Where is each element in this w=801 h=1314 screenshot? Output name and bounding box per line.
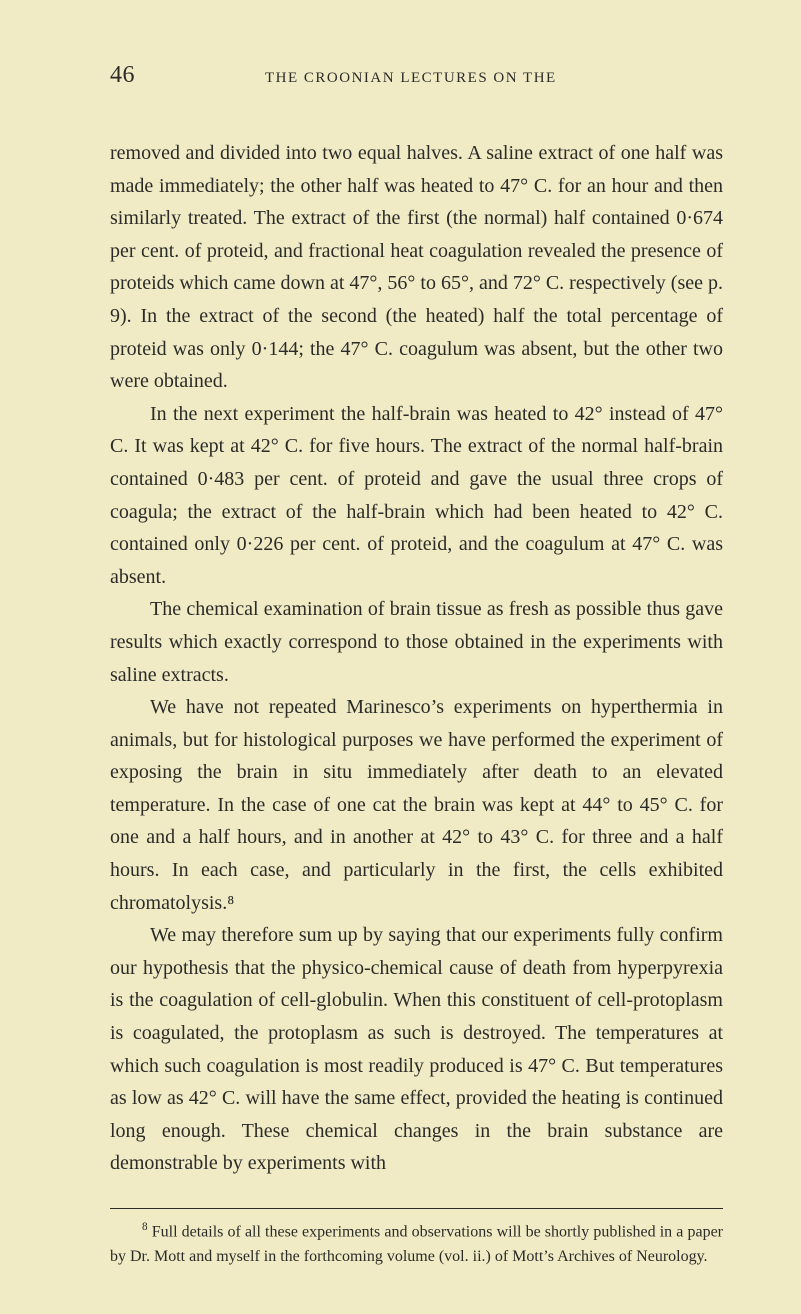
paragraph: We may therefore sum up by saying that o… [110,919,723,1180]
footnote-separator [110,1208,723,1209]
footnote-text: Full details of all these experiments an… [110,1223,723,1265]
running-title: THE CROONIAN LECTURES ON THE [265,70,557,87]
body-text: removed and divided into two equal halve… [110,137,723,1180]
paragraph: In the next experiment the half-brain wa… [110,398,723,594]
page-header: 46 THE CROONIAN LECTURES ON THE [110,62,723,89]
paragraph: The chemical examination of brain tissue… [110,593,723,691]
footnote: 8 Full details of all these experiments … [110,1219,723,1270]
paragraph: removed and divided into two equal halve… [110,137,723,398]
page-number: 46 [110,62,135,89]
footnote-marker: 8 [142,1221,148,1233]
paragraph: We have not repeated Marinesco’s experim… [110,691,723,919]
page: 46 THE CROONIAN LECTURES ON THE removed … [0,0,801,1314]
